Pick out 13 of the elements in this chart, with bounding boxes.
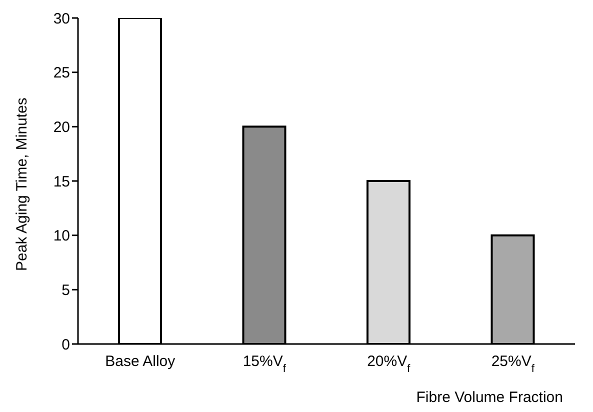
y-tick-label: 0 bbox=[62, 336, 70, 354]
x-tick-label: 15%V$_{f}$ bbox=[242, 353, 287, 375]
y-tick-label: 5 bbox=[62, 282, 70, 299]
y-axis-title: Peak Aging Time, Minutes bbox=[13, 98, 30, 271]
x-axis-title: Fibre Volume Fraction bbox=[416, 389, 563, 406]
y-tick-label: 10 bbox=[53, 228, 70, 245]
x-tick-label: 25%V$_{f}$ bbox=[491, 353, 536, 375]
y-tick-label: 25 bbox=[53, 64, 70, 82]
y-tick-label: 15 bbox=[53, 173, 70, 190]
y-tick-label: 30 bbox=[53, 10, 70, 28]
x-tick-label: 20%V$_{f}$ bbox=[367, 353, 412, 375]
y-tick-label: 20 bbox=[53, 118, 70, 136]
x-tick-label: Base Alloy bbox=[105, 353, 176, 370]
